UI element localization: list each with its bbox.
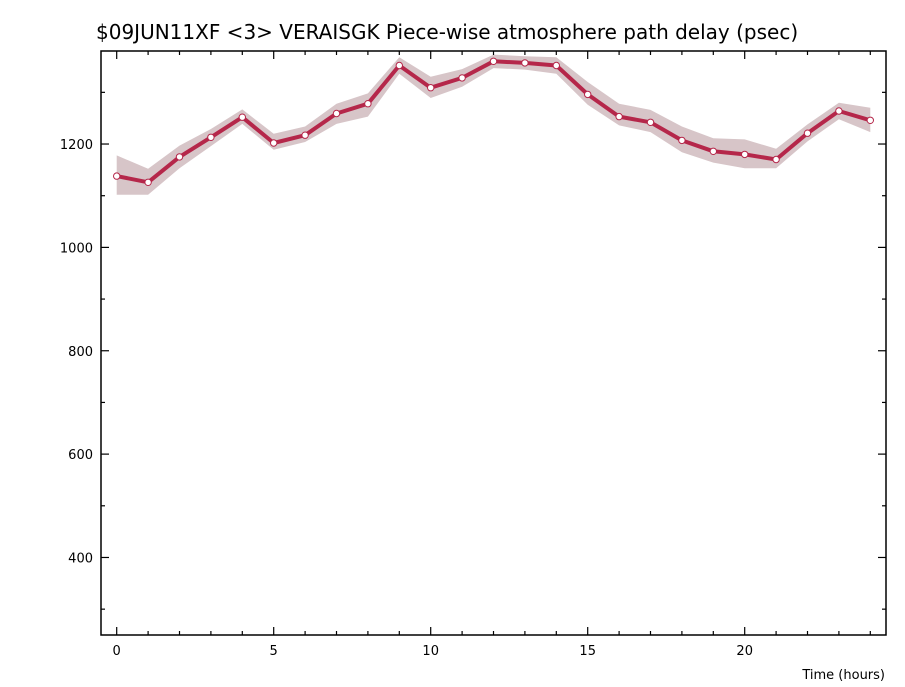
chart-title: $09JUN11XF <3> VERAISGK Piece-wise atmos… xyxy=(96,20,798,44)
y-tick-label: 1200 xyxy=(60,138,93,153)
x-tick-label: 10 xyxy=(422,644,439,659)
data-point xyxy=(364,100,372,108)
x-tick-label: 15 xyxy=(579,644,596,659)
x-tick-label: 20 xyxy=(736,644,753,659)
data-point xyxy=(709,147,717,156)
data-point xyxy=(741,150,749,159)
data-point xyxy=(427,84,435,92)
x-axis-label: Time (hours) xyxy=(801,668,885,683)
y-tick-label: 800 xyxy=(68,345,93,360)
data-point xyxy=(678,136,686,145)
y-tick-label: 600 xyxy=(68,448,93,463)
data-point xyxy=(175,153,184,161)
data-point xyxy=(332,109,341,118)
x-tick-label: 5 xyxy=(270,644,278,659)
data-point xyxy=(772,155,780,164)
y-tick-label: 1000 xyxy=(60,241,93,256)
data-point xyxy=(489,57,498,65)
x-tick-label: 0 xyxy=(113,644,121,659)
data-point xyxy=(207,133,215,142)
y-tick-label: 400 xyxy=(68,552,93,567)
data-point xyxy=(584,90,592,99)
data-point xyxy=(238,113,247,121)
data-point-layer xyxy=(113,57,874,187)
data-point xyxy=(835,107,843,115)
data-point xyxy=(301,131,309,139)
data-point xyxy=(866,116,874,125)
data-point xyxy=(113,172,121,180)
axis-tick-labels: 0 5 10 15 20 400 600 800 1000 1200 xyxy=(60,138,753,659)
data-point xyxy=(144,178,152,187)
data-point xyxy=(646,118,655,127)
data-point xyxy=(458,74,466,82)
data-point xyxy=(270,139,278,147)
data-point xyxy=(615,112,623,121)
data-point xyxy=(803,129,812,137)
data-point xyxy=(552,61,560,70)
data-point xyxy=(395,61,403,70)
data-point xyxy=(521,59,529,67)
axis-ticks xyxy=(101,51,886,635)
